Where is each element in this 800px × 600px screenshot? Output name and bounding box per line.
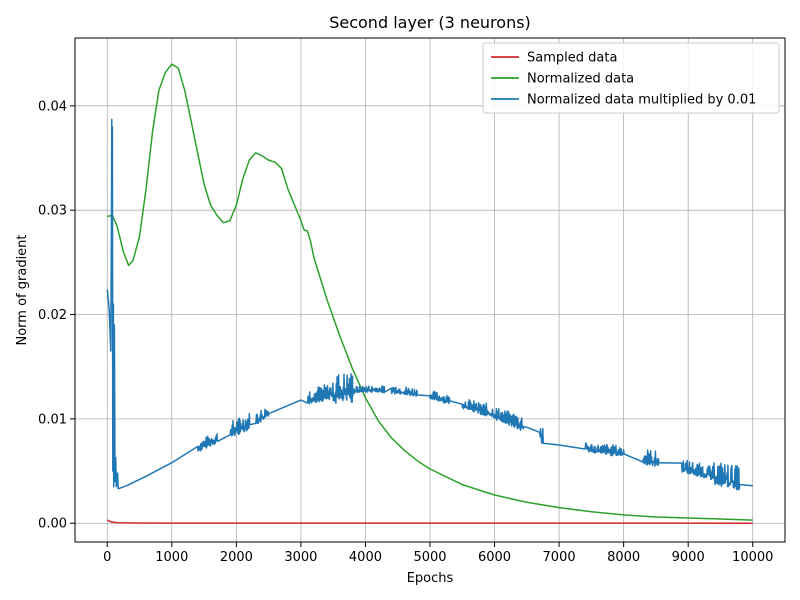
- legend-label: Normalized data: [527, 72, 634, 87]
- legend: Sampled data Normalized data Normalized da…: [482, 42, 780, 114]
- series-line-0: [106, 519, 753, 524]
- series-line-1: [107, 63, 753, 521]
- x-tick-label: 8000: [607, 550, 640, 565]
- x-tick-label: 7000: [543, 550, 576, 565]
- grid: [75, 38, 785, 542]
- y-axis-label: Norm of gradient: [15, 234, 30, 345]
- series-lines: [106, 63, 753, 524]
- x-tick-label: 3000: [284, 550, 317, 565]
- chart-title: Second layer (3 neurons): [329, 13, 531, 32]
- x-axis-label: Epochs: [407, 571, 454, 586]
- x-tick-label: 9000: [672, 550, 705, 565]
- series-line-2: [106, 118, 753, 491]
- x-tick-label: 10000: [732, 550, 773, 565]
- legend-label: Normalized data multiplied by 0.01: [527, 93, 756, 108]
- x-tick-label: 5000: [413, 550, 446, 565]
- y-tick-label: 0.03: [38, 204, 67, 219]
- x-tick-label: 2000: [220, 550, 253, 565]
- axis-ticks: 0 1000 2000 3000 4000 5000 6000 7000 8000 9000 100…: [38, 99, 773, 565]
- x-tick-label: 6000: [478, 550, 511, 565]
- legend-label: Sampled data: [527, 51, 617, 66]
- x-tick-label: 1000: [155, 550, 188, 565]
- x-tick-label: 4000: [349, 550, 382, 565]
- y-tick-label: 0.01: [38, 412, 67, 427]
- y-tick-label: 0.04: [38, 99, 67, 114]
- legend-box: [482, 42, 780, 114]
- y-tick-label: 0.02: [38, 308, 67, 323]
- y-tick-label: 0.00: [38, 517, 67, 532]
- x-tick-label: 0: [103, 550, 111, 565]
